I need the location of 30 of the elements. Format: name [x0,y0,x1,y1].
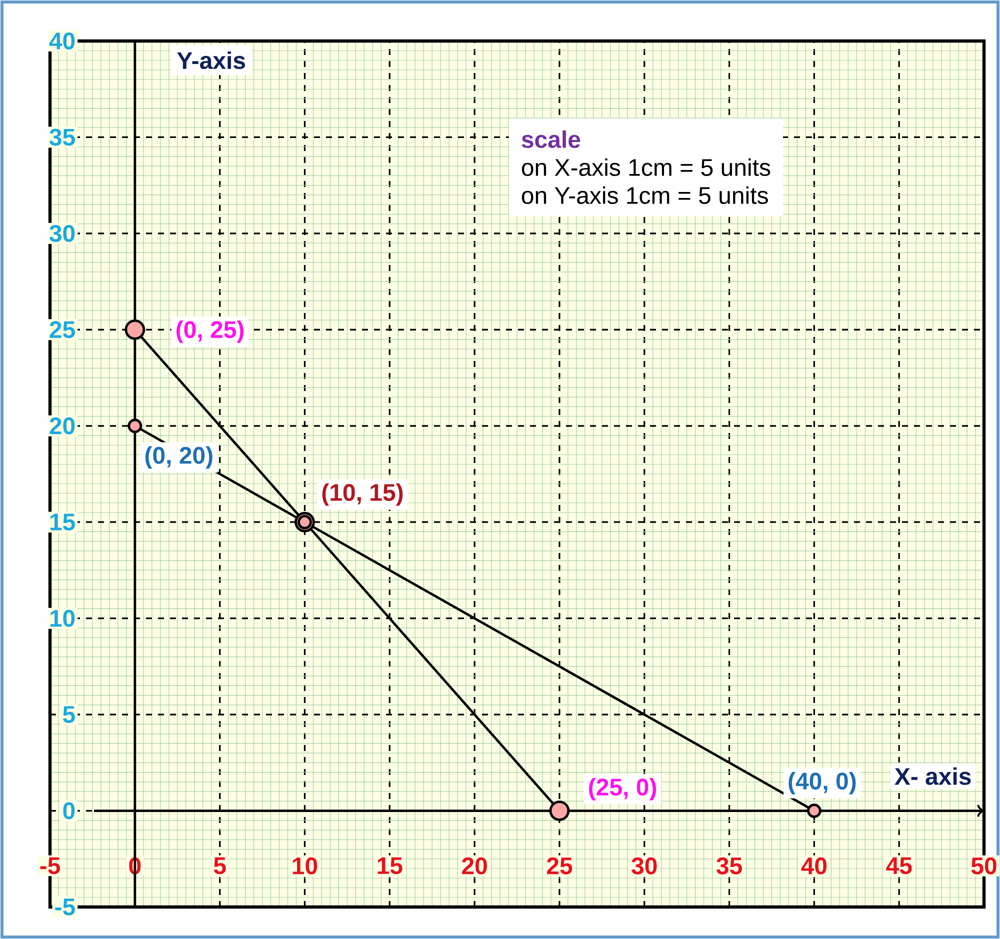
y-tick-label: 10 [50,610,75,627]
x-tick-label: 10 [292,857,318,874]
annotation: on Y-axis 1cm = 5 units [522,186,768,204]
y-tick-label: -5 [55,898,75,916]
x-tick-label: 5 [214,857,226,874]
y-axis-title: Y-axis [177,51,246,70]
x-tick-label: 15 [378,857,402,874]
x-axis-title: X- axis [894,767,971,785]
y-tick-label: 0 [63,802,75,820]
annotation: on X-axis 1cm = 5 units [522,158,770,176]
x-tick-label: 40 [801,857,827,874]
annotation: (40, 0) [788,772,856,794]
x-tick-label: 45 [886,857,912,874]
y-tick-label: 15 [50,514,75,530]
annotation: (0, 25) [176,320,244,343]
annotation: (0, 20) [145,446,212,469]
x-tick-label: 50 [971,857,996,874]
y-tick-label: 25 [50,321,75,338]
x-tick-label: 30 [632,857,657,874]
x-tick-label: 35 [716,857,742,874]
y-tick-label: 35 [49,128,75,146]
annotation: (10, 15) [322,483,403,506]
x-tick-label: 20 [462,857,487,874]
y-tick-label: 40 [49,32,75,50]
y-tick-label: 20 [50,417,75,434]
annotation: (25, 0) [589,778,656,800]
y-tick-label: 30 [49,224,75,242]
x-tick-label: 25 [546,857,572,874]
y-tick-label: 5 [63,706,75,723]
annotation: scale [522,130,580,148]
